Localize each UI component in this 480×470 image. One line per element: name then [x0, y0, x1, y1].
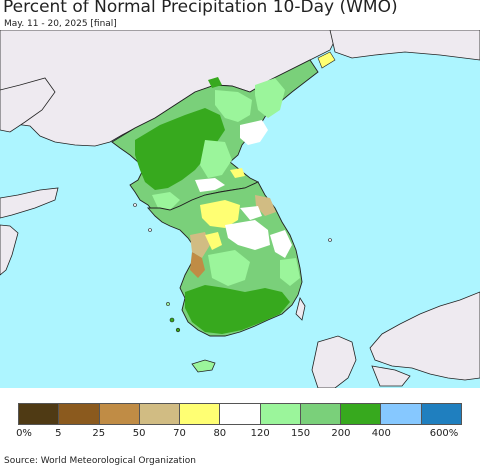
- sw-island-1: [169, 317, 175, 323]
- legend-tick-label: 5: [55, 428, 62, 439]
- liaodong-peninsula: [0, 77, 56, 133]
- japan-shikoku: [371, 365, 411, 387]
- russia-tip: [317, 51, 336, 69]
- nk-yellow-patch: [230, 168, 245, 178]
- japan-kyushu: [311, 335, 357, 388]
- west-island-1: [148, 228, 152, 232]
- sk-light-green-east: [280, 258, 300, 286]
- sk-tan-east: [255, 195, 276, 216]
- legend-tick-label: 70: [173, 428, 186, 439]
- legend-tick-label: 150: [290, 428, 311, 439]
- legend-tick-label: 0%: [16, 428, 32, 439]
- jeju-island: [191, 359, 216, 373]
- legend-tick-label: 200: [331, 428, 351, 439]
- nk-light-green-southwest: [152, 192, 180, 210]
- nk-white-center: [240, 120, 268, 145]
- legend-swatch: [220, 404, 261, 424]
- china-south-coast: [0, 224, 19, 276]
- map-subtitle: May. 11 - 20, 2025 [final]: [4, 19, 117, 29]
- legend-swatch: [421, 404, 461, 424]
- legend-tick-label: 600%: [429, 428, 459, 439]
- sk-light-green-center: [208, 250, 250, 286]
- precipitation-map: [0, 30, 480, 388]
- japan-honshu: [369, 291, 480, 381]
- nk-light-green-east: [255, 78, 285, 118]
- sk-yellow-west: [205, 232, 222, 250]
- legend-swatch: [59, 404, 100, 424]
- nk-dark-green-northeast: [208, 77, 222, 88]
- legend-tick-label: 400: [371, 428, 391, 439]
- legend-tick-label: 50: [132, 428, 146, 439]
- sk-dark-green-south: [185, 285, 290, 334]
- nk-white-south: [195, 178, 225, 192]
- legend-tick-label: 80: [213, 428, 227, 439]
- sk-yellow-north: [200, 200, 240, 228]
- legend-swatch: [139, 404, 181, 424]
- sk-white-east: [270, 230, 292, 258]
- legend-swatch: [381, 404, 422, 424]
- sk-brown-west: [190, 252, 205, 278]
- west-island-2: [133, 203, 137, 207]
- legend-swatch: [99, 404, 140, 424]
- ulleung-island: [328, 238, 332, 242]
- legend-swatch: [300, 404, 342, 424]
- sw-island-3: [166, 302, 170, 306]
- sk-white-center: [225, 220, 270, 250]
- russia-coast: [329, 30, 480, 61]
- legend-tick-label: 120: [250, 428, 270, 439]
- shandong-peninsula: [0, 187, 59, 219]
- legend-tick-labels: 0% 5 25 50 70 80 120 150 200 400 600%: [0, 428, 480, 442]
- sk-tan-west: [190, 232, 210, 258]
- sk-white-northeast: [240, 206, 262, 220]
- legend-swatch: [341, 404, 382, 424]
- nk-light-green-center: [200, 140, 232, 178]
- legend-swatch: [260, 404, 301, 424]
- nk-dark-green-west: [135, 108, 225, 190]
- legend-colorbar: [18, 403, 462, 425]
- legend-swatch: [180, 404, 221, 424]
- map-title: Percent of Normal Precipitation 10-Day (…: [3, 0, 398, 17]
- source-credit: Source: World Meteorological Organizatio…: [4, 456, 196, 466]
- tsushima: [295, 296, 306, 321]
- legend-swatch: [19, 404, 60, 424]
- nk-light-green-north: [215, 90, 252, 122]
- legend-tick-label: 25: [92, 428, 106, 439]
- sw-island-2: [175, 327, 181, 333]
